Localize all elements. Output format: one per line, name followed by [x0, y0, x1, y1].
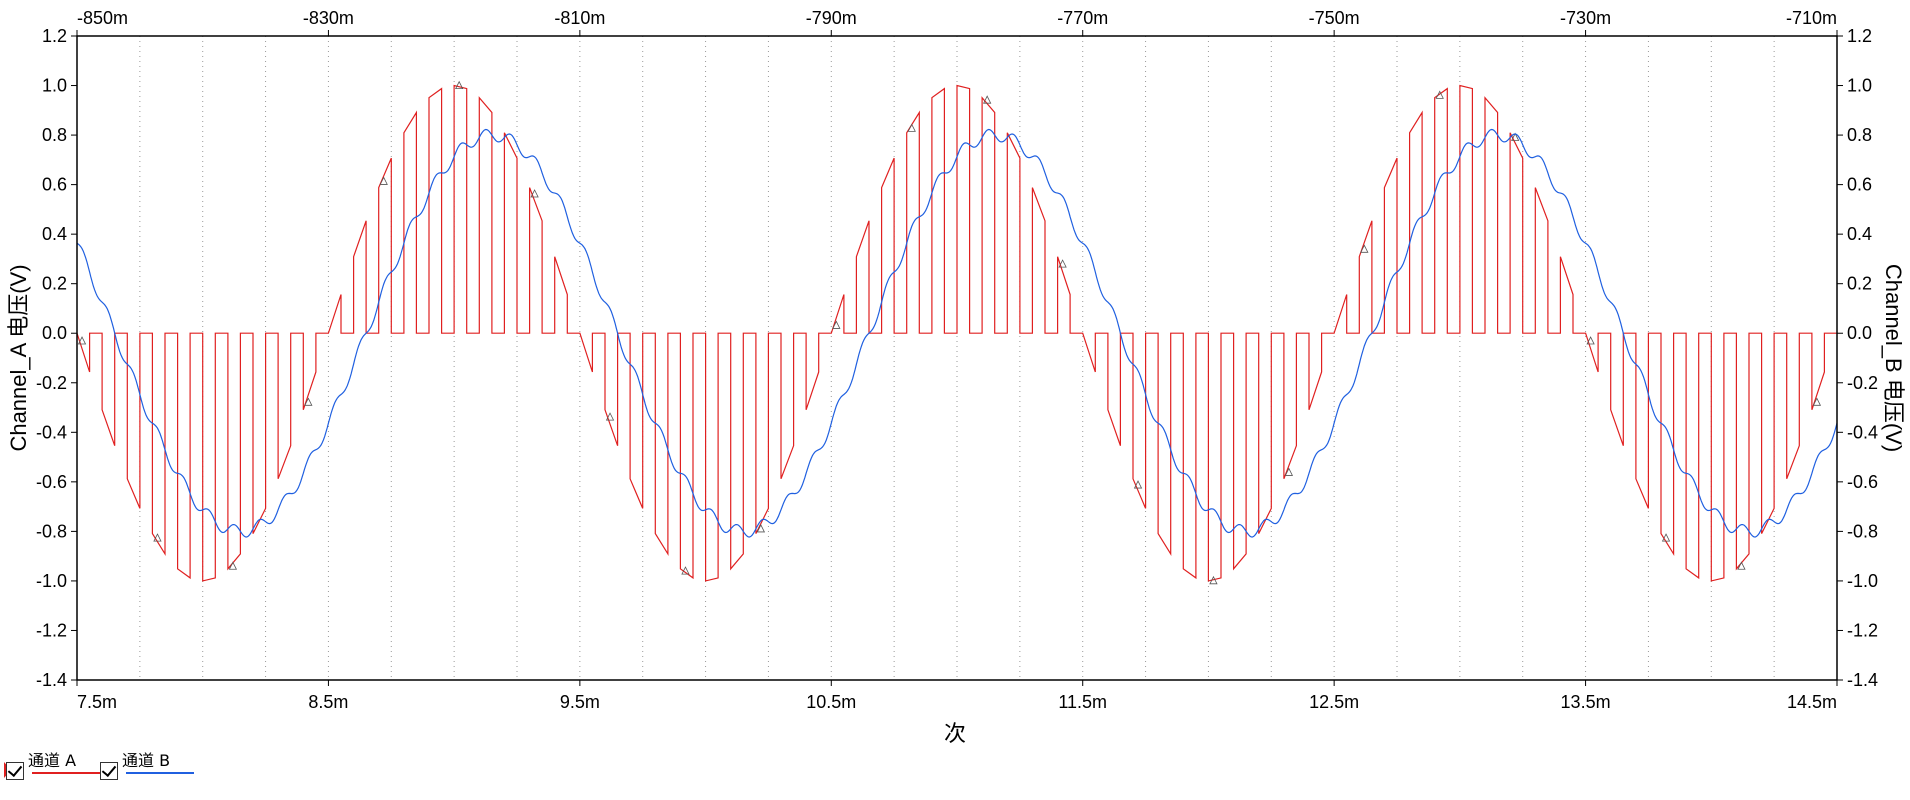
- y-tick-label-right: 0.4: [1847, 224, 1872, 244]
- x-tick-label: 9.5m: [560, 692, 600, 712]
- x-tick-label: 11.5m: [1058, 692, 1107, 712]
- series-channel-a-point: [1737, 561, 1746, 570]
- top-x-tick-label: -790m: [806, 8, 857, 28]
- x-tick-label: 10.5m: [806, 692, 856, 712]
- y-tick-label-right: -0.4: [1847, 422, 1878, 442]
- y-tick-label-left: 0.2: [42, 274, 67, 294]
- top-x-tick-label: -770m: [1057, 8, 1108, 28]
- legend-label-channel-b: 通道 B: [122, 751, 171, 770]
- series-channel-a-line: [76, 84, 1837, 582]
- top-x-tick-label: -750m: [1309, 8, 1360, 28]
- y-tick-label-right: 1.2: [1847, 26, 1872, 46]
- top-x-tick-label: -850m: [77, 8, 128, 28]
- y-tick-label-left: 1.2: [42, 26, 67, 46]
- y-tick-label-left: -0.2: [36, 373, 67, 393]
- x-tick-label: 7.5m: [77, 692, 117, 712]
- legend-swatch-channel-a: [32, 772, 100, 774]
- series-layer: [76, 80, 1838, 585]
- y-tick-label-right: -1.2: [1847, 620, 1878, 640]
- y-tick-label-left: 0.4: [42, 224, 67, 244]
- y-tick-label-left: 1.0: [42, 76, 67, 96]
- series-channel-a-point: [530, 189, 539, 198]
- series-channel-a-point: [455, 80, 464, 90]
- series-channel-a-point: [1812, 397, 1822, 406]
- y-tick-label-left: -1.4: [36, 670, 67, 690]
- y-tick-label-right: -0.8: [1847, 521, 1878, 541]
- series-channel-a-point: [1661, 533, 1671, 542]
- y-axis-title-left: Channel_A 电压(V): [6, 264, 31, 451]
- y-tick-label-right: 0.6: [1847, 175, 1872, 195]
- y-axis-title-right: Channel_B 电压(V): [1881, 264, 1906, 452]
- legend: 通道 A 通道 B: [4, 750, 195, 780]
- y-tick-label-right: -1.0: [1847, 571, 1878, 591]
- series-channel-a-point: [1058, 259, 1067, 268]
- series-channel-a-point: [1209, 575, 1218, 585]
- series-channel-a-point: [77, 336, 87, 345]
- axis-layer: 7.5m 8.5m 9.5m 10.5m 11.5m 12.5m 13.5m 14.5m -85…: [36, 8, 1878, 712]
- checkbox-channel-b[interactable]: [100, 762, 119, 780]
- top-x-tick-label: -730m: [1560, 8, 1611, 28]
- series-channel-a-point: [681, 566, 690, 575]
- series-channel-a-point: [1133, 480, 1143, 489]
- checkbox-channel-a[interactable]: [6, 762, 24, 780]
- series-channel-a-point: [1435, 90, 1444, 99]
- legend-item-channel-a[interactable]: 通道 A: [4, 750, 100, 780]
- x-tick-label: 12.5m: [1309, 692, 1359, 712]
- series-channel-a-point: [1284, 467, 1294, 476]
- top-x-tick-label: -710m: [1786, 8, 1837, 28]
- x-axis-title: 次: [944, 721, 966, 746]
- series-channel-a-point: [1360, 244, 1369, 253]
- y-tick-label-right: 1.0: [1847, 76, 1872, 96]
- series-channel-a-point: [153, 533, 162, 542]
- top-x-tick-label: -810m: [554, 8, 605, 28]
- y-tick-label-left: -1.2: [36, 620, 67, 640]
- series-channel-a-point: [756, 524, 766, 533]
- y-tick-label-right: -0.6: [1847, 472, 1878, 492]
- y-tick-label-right: -1.4: [1847, 670, 1878, 690]
- y-tick-label-left: -0.6: [36, 472, 67, 492]
- series-channel-a-point: [907, 123, 916, 132]
- y-tick-label-left: -0.8: [36, 521, 67, 541]
- x-tick-label: 8.5m: [308, 692, 348, 712]
- y-tick-label-left: -1.0: [36, 571, 67, 591]
- series-channel-a-point: [379, 176, 388, 185]
- legend-swatch-channel-b: [126, 772, 195, 774]
- series-channel-a-point: [605, 412, 615, 421]
- y-tick-label-left: -0.4: [36, 422, 67, 442]
- y-tick-label-right: 0.0: [1847, 323, 1872, 343]
- series-channel-a-point: [304, 397, 313, 406]
- series-channel-a-point: [1586, 336, 1595, 345]
- series-channel-a-point: [228, 561, 238, 570]
- series-channel-a-point: [1511, 132, 1520, 141]
- y-tick-label-right: 0.8: [1847, 125, 1872, 145]
- plot-frame: [76, 35, 1838, 681]
- top-x-tick-label: -830m: [303, 8, 354, 28]
- legend-label-channel-a: 通道 A: [28, 751, 77, 770]
- legend-item-channel-b[interactable]: 通道 B: [100, 750, 195, 780]
- y-tick-label-right: -0.2: [1847, 373, 1878, 393]
- series-channel-b-line: [76, 128, 1838, 538]
- series-channel-a-point: [832, 320, 841, 329]
- y-tick-label-left: 0.6: [42, 175, 67, 195]
- y-tick-label-right: 0.2: [1847, 274, 1872, 294]
- y-tick-label-left: 0.8: [42, 125, 67, 145]
- y-tick-label-left: 0.0: [42, 323, 67, 343]
- series-channel-a-point: [983, 95, 992, 104]
- x-tick-label: 13.5m: [1561, 692, 1611, 712]
- x-tick-label: 14.5m: [1787, 692, 1837, 712]
